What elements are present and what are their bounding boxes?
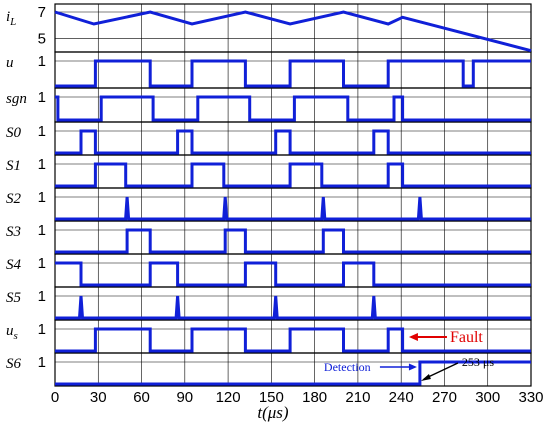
traces <box>54 10 532 386</box>
y-tick-label: 1 <box>38 354 46 371</box>
time-label: 253 μs <box>462 355 494 369</box>
row-frame <box>54 51 532 89</box>
row-label: us <box>6 323 18 342</box>
trace-us <box>55 327 531 353</box>
x-axis-label: t(μs) <box>257 403 289 422</box>
y-tick-label: 1 <box>38 255 46 272</box>
x-tick-label: 60 <box>133 389 150 406</box>
row-frame <box>54 3 532 53</box>
row-frame <box>54 352 532 387</box>
x-tick-label: 180 <box>302 389 327 406</box>
row-label: S6 <box>6 356 22 372</box>
time-arrowhead <box>420 374 431 381</box>
x-tick-label: 210 <box>345 389 370 406</box>
y-tick-label: 1 <box>38 89 46 106</box>
y-tick-label: 1 <box>38 321 46 338</box>
trace-u <box>55 59 531 88</box>
row-label: S3 <box>6 224 21 240</box>
row-label: S0 <box>6 125 22 141</box>
row-label: iL <box>6 9 16 28</box>
detection-arrowhead <box>408 363 417 371</box>
x-tick-label: 0 <box>51 389 59 406</box>
trace-s1 <box>55 162 531 188</box>
y-tick-label: 1 <box>38 156 46 173</box>
row-frame <box>54 286 532 321</box>
y-tick-label: 1 <box>38 222 46 239</box>
fault-arrowhead <box>408 333 418 341</box>
grid <box>54 3 532 387</box>
x-tick-label: 300 <box>475 389 500 406</box>
trace-sgn <box>55 95 531 122</box>
y-tick-label: 1 <box>38 123 46 140</box>
x-tick-label: 90 <box>176 389 193 406</box>
row-label: S1 <box>6 158 21 174</box>
x-tick-label: 30 <box>90 389 107 406</box>
y-tick-label: 7 <box>38 4 46 21</box>
row-label: S4 <box>6 257 22 273</box>
detection-label: Detection <box>324 360 371 374</box>
fault-label: Fault <box>450 329 483 346</box>
trace-s0 <box>55 129 531 155</box>
x-tick-label: 150 <box>259 389 284 406</box>
x-tick-label: 330 <box>518 389 543 406</box>
y-tick-label: 1 <box>38 288 46 305</box>
annotations: Fault Detection 253 μs <box>324 329 494 381</box>
x-tick-labels: 0 30 60 90 120 150 180 210 240 270 300 330 <box>51 389 544 406</box>
x-tick-label: 120 <box>216 389 241 406</box>
trace-s3 <box>55 228 531 254</box>
y-tick-label: 5 <box>38 31 46 48</box>
row-frame <box>54 253 532 288</box>
trace-s6 <box>55 360 531 386</box>
trace-s2 <box>55 196 531 221</box>
row-label: u <box>6 55 14 71</box>
trace-s5 <box>55 295 531 320</box>
row-label: S5 <box>6 290 22 306</box>
row-label: S2 <box>6 191 22 207</box>
trace-s4 <box>55 261 531 287</box>
x-tick-label: 240 <box>389 389 414 406</box>
row-frame <box>54 121 532 156</box>
y-tick-label: 1 <box>38 53 46 70</box>
row-labels: 7 5 iL 1 u 1 sgn 1 S0 1 S1 1 S2 1 S3 1 S4 1 S5 1 us 1 S6 <box>6 4 46 372</box>
x-tick-label: 270 <box>432 389 457 406</box>
y-tick-label: 1 <box>38 189 46 206</box>
trace-iL <box>54 10 532 53</box>
row-label: sgn <box>6 91 27 107</box>
